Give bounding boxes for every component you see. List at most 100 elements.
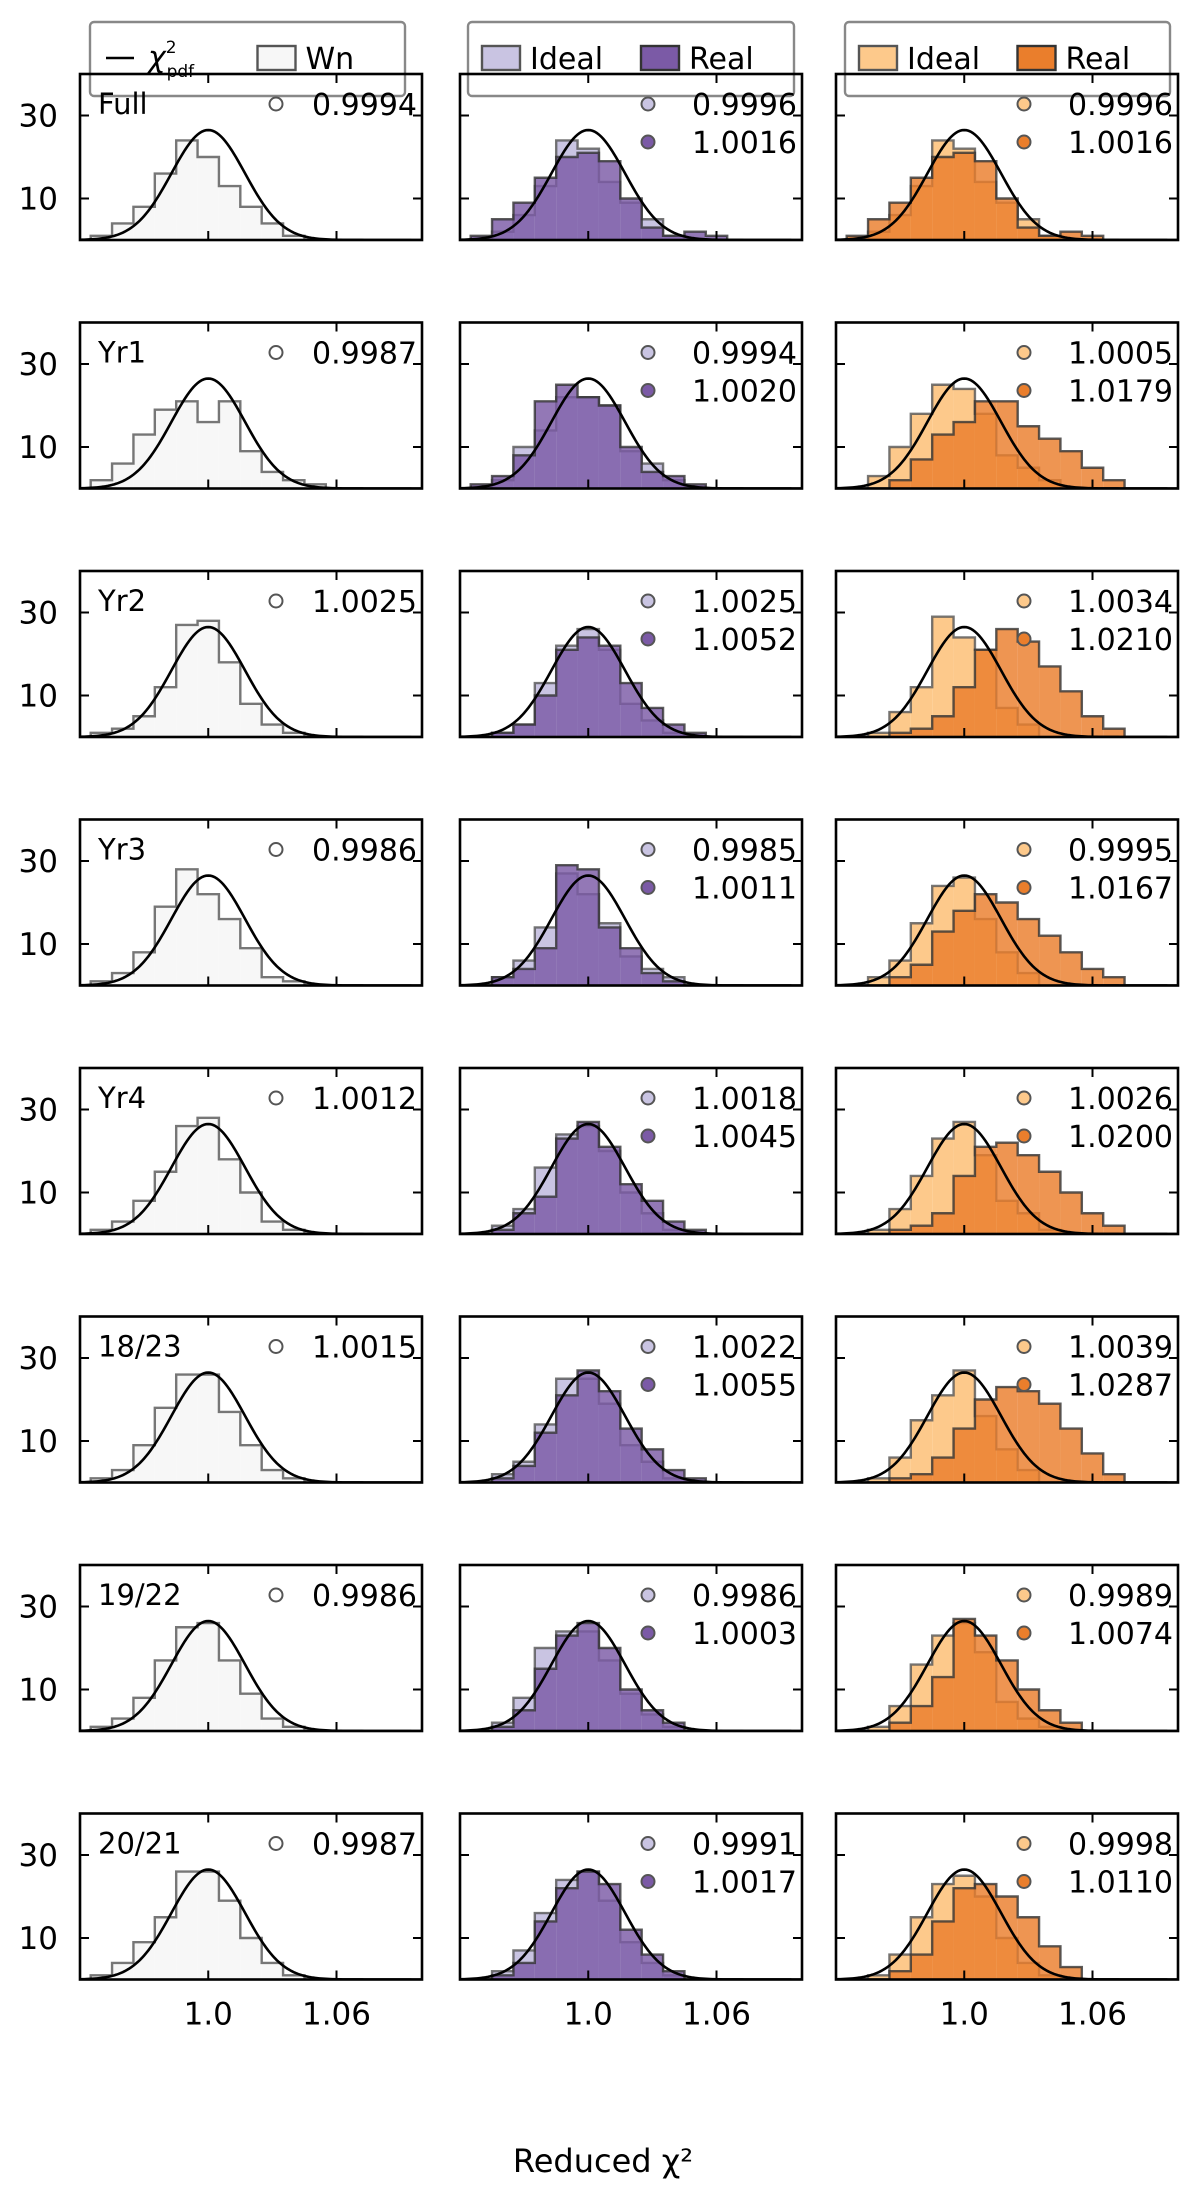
wn-histogram-bar (176, 1627, 198, 1731)
ideal-mean-value: 1.0025 (692, 585, 797, 620)
wn-histogram-bar (197, 1623, 219, 1731)
real-mean-value: 1.0055 (692, 1369, 797, 1404)
real-histogram (846, 1141, 1168, 1234)
real-histogram-bar (641, 227, 664, 240)
y-tick-label: 10 (19, 1424, 58, 1460)
wn-histogram-bar (197, 422, 219, 489)
panel-plot-area (80, 868, 422, 986)
x-tick-label: 1.0 (940, 1997, 989, 2033)
real-histogram-bar (1039, 935, 1061, 986)
wn-histogram-bar (133, 1697, 155, 1731)
real-histogram-bar (620, 1184, 642, 1234)
panel-wn-18-23: 18/23 1.0015 (78, 1315, 424, 1484)
real-histogram-bar (641, 1449, 664, 1483)
real-mean-value: 1.0074 (1068, 1617, 1173, 1652)
real-histogram-bar (932, 1921, 954, 1980)
x-axis-label: Reduced χ² (513, 2142, 693, 2180)
y-tick-label: 10 (19, 182, 58, 218)
real-histogram-bar (974, 161, 997, 240)
panel-plot-area (836, 128, 1178, 240)
y-tick-label: 30 (19, 99, 58, 135)
legend-swatch (1016, 44, 1057, 72)
ideal-marker (1016, 1836, 1032, 1851)
real-mean-value: 1.0179 (1068, 375, 1173, 410)
real-mean-value: 1.0016 (1068, 126, 1173, 161)
wn-histogram-bar (240, 1938, 262, 1980)
ideal-marker (640, 345, 656, 360)
wn-histogram-outline (89, 1116, 412, 1234)
ideal-mean-value: 1.0005 (1068, 337, 1173, 372)
panel-frame (458, 1315, 804, 1484)
real-histogram-bar (910, 728, 933, 737)
wn-histogram-outline (89, 1870, 412, 1980)
real-histogram-bar (492, 1975, 514, 1980)
wn-histogram-bar (176, 869, 198, 986)
wn-mean-value: 1.0012 (312, 1082, 417, 1117)
wn-histogram-bar (176, 401, 198, 489)
real-histogram-bar (492, 1726, 514, 1731)
wn-histogram-outline (89, 868, 412, 986)
panel-frame (78, 569, 424, 739)
panel-wn-19-22: 19/22 0.9986 (78, 1563, 424, 1733)
real-histogram-bar (1039, 1946, 1061, 1980)
real-histogram-bar (620, 1929, 642, 1980)
panel-plot-area (460, 128, 802, 240)
real-histogram (846, 627, 1168, 737)
panel-frame (78, 1315, 424, 1484)
real-histogram-bar (1060, 231, 1082, 240)
legend-label-sub: pdf (167, 62, 196, 82)
ideal-histogram-bar (910, 687, 933, 737)
panel-wn-20-21: 20/21 0.9987 (78, 1812, 424, 1981)
real-histogram (470, 863, 792, 986)
ideal-marker (1016, 842, 1032, 857)
wn-histogram-bar (261, 724, 284, 737)
wn-histogram-bar (197, 157, 219, 240)
wn-histogram-bar (176, 140, 198, 240)
real-histogram-bar (910, 459, 933, 489)
real-histogram-bar (996, 1660, 1018, 1731)
ideal-marker (640, 593, 656, 609)
y-tick-label: 30 (19, 347, 58, 383)
ideal-marker (640, 1836, 656, 1851)
wn-histogram-bar (154, 1917, 177, 1980)
panel-frame (834, 1315, 1180, 1484)
real-mean-value: 1.0210 (1068, 623, 1173, 658)
real-histogram-bar (1103, 977, 1125, 986)
wn-marker (268, 96, 284, 112)
real-histogram-bar (577, 1121, 599, 1234)
wn-histogram-bar (154, 173, 177, 240)
real-histogram-bar (1060, 952, 1082, 986)
real-histogram-bar (910, 177, 933, 240)
wn-histogram-bar (240, 703, 262, 737)
real-histogram-bar (641, 1200, 664, 1234)
real-histogram-bar (953, 1888, 975, 1980)
wn-histogram-bar (154, 1171, 177, 1234)
real-histogram (469, 151, 792, 240)
real-histogram-bar (684, 231, 706, 240)
ideal-histogram-bar (868, 1726, 890, 1731)
ideal-marker (1016, 1587, 1032, 1603)
panel-plot-area (460, 1868, 802, 1980)
wn-histogram-outline (89, 139, 412, 240)
panel-wn-yr1: Yr1 0.9987 (78, 321, 424, 490)
real-histogram-bar (513, 1710, 535, 1731)
real-histogram-bar (1039, 1171, 1061, 1234)
real-histogram-bar (534, 1668, 557, 1731)
panel-plot-area (836, 377, 1178, 489)
legend-swatch (857, 44, 899, 72)
real-histogram-bar (598, 1884, 621, 1980)
ideal-mean-value: 0.9996 (692, 88, 797, 123)
real-histogram-bar (974, 1884, 997, 1980)
legend-label: Ideal (530, 42, 603, 77)
wn-histogram (89, 139, 412, 240)
real-marker (1016, 1874, 1032, 1889)
ideal-histogram-bar (932, 1138, 954, 1234)
real-histogram-bar (1103, 480, 1125, 489)
wn-histogram-bar (197, 1374, 219, 1483)
real-histogram-outline (846, 627, 1168, 737)
panel-frame (78, 1812, 424, 1981)
tick-label-layer: 10 30 10 30 10 30 10 30 10 30 10 30 10 30 10 30 1.0 1.06 1… (19, 99, 1127, 2033)
